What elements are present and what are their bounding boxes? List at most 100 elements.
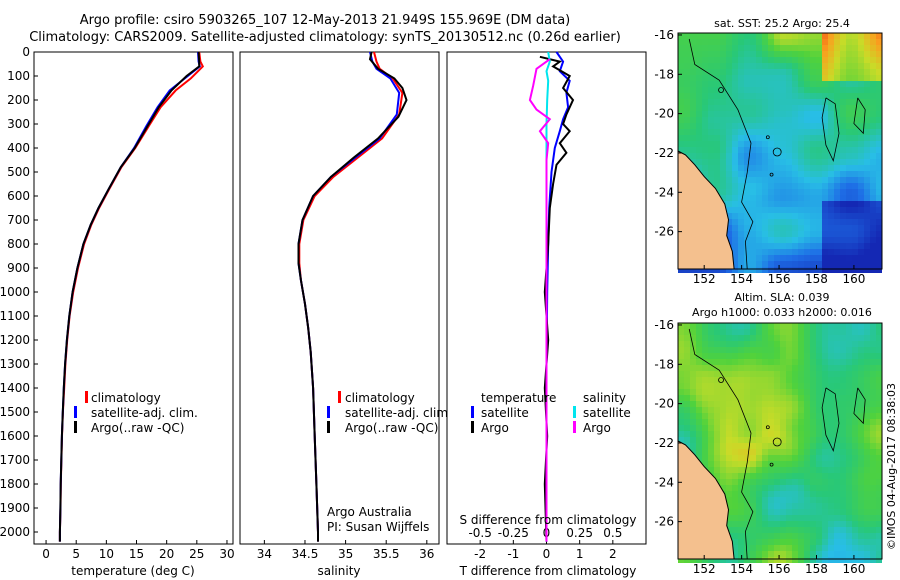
map-cell xyxy=(720,377,726,383)
map-cell xyxy=(846,521,852,527)
map-cell xyxy=(738,341,744,347)
map-cell xyxy=(726,527,732,533)
map-cell xyxy=(804,485,810,491)
map-cell xyxy=(744,347,750,353)
map-cell xyxy=(780,353,786,359)
map-cell xyxy=(744,353,750,359)
salinity-xlabel: salinity xyxy=(317,564,360,578)
map-cell xyxy=(678,99,684,105)
s-diff-tick-label: -0.25 xyxy=(498,526,529,540)
map-cell xyxy=(750,255,756,261)
map-cell xyxy=(696,135,702,141)
map-cell xyxy=(798,479,804,485)
map-cell xyxy=(744,443,750,449)
map-cell xyxy=(798,39,804,45)
map-cell xyxy=(702,141,708,147)
map-cell xyxy=(840,485,846,491)
map-cell xyxy=(816,545,822,551)
map-cell xyxy=(816,255,822,261)
map-cell xyxy=(816,377,822,383)
map-cell xyxy=(834,45,840,51)
map-cell xyxy=(726,237,732,243)
map-cell xyxy=(738,419,744,425)
map-cell xyxy=(840,365,846,371)
map-cell xyxy=(870,183,876,189)
map-cell xyxy=(780,509,786,515)
map-cell xyxy=(696,449,702,455)
map-cell xyxy=(786,461,792,467)
map-cell xyxy=(840,201,846,207)
map-cell xyxy=(726,207,732,213)
map-cell xyxy=(774,455,780,461)
map-cell xyxy=(792,515,798,521)
map-cell xyxy=(708,455,714,461)
map-cell xyxy=(738,183,744,189)
depth-tick-label: 1600 xyxy=(0,429,30,443)
map-cell xyxy=(684,69,690,75)
map-cell xyxy=(732,395,738,401)
map-cell xyxy=(870,51,876,57)
map-cell xyxy=(840,45,846,51)
map-cell xyxy=(840,195,846,201)
x-tick-label: 30 xyxy=(219,547,234,561)
map-cell xyxy=(720,33,726,39)
map-cell xyxy=(762,87,768,93)
map-cell xyxy=(816,383,822,389)
map-cell xyxy=(858,141,864,147)
map-cell xyxy=(804,533,810,539)
map-cell xyxy=(876,341,882,347)
map-cell xyxy=(774,213,780,219)
map-cell xyxy=(840,479,846,485)
difference-xlabel-top: S difference from climatology xyxy=(460,513,637,527)
map-cell xyxy=(870,485,876,491)
map-cell xyxy=(726,443,732,449)
map-cell xyxy=(816,243,822,249)
map-cell xyxy=(774,329,780,335)
map-cell xyxy=(738,497,744,503)
map-lon-label: 152 xyxy=(693,272,716,286)
map-cell xyxy=(780,39,786,45)
map-cell xyxy=(774,147,780,153)
map-cell xyxy=(828,93,834,99)
legend-label-satellite-adj: satellite-adj. clim. xyxy=(345,406,452,420)
map-cell xyxy=(744,449,750,455)
map-cell xyxy=(828,243,834,249)
map-lat-label: -24 xyxy=(654,185,674,199)
map-cell xyxy=(828,249,834,255)
map-cell xyxy=(846,491,852,497)
map-cell xyxy=(720,87,726,93)
map-cell xyxy=(708,353,714,359)
map-cell xyxy=(864,485,870,491)
map-cell xyxy=(798,371,804,377)
map-cell xyxy=(864,365,870,371)
map-cell xyxy=(798,485,804,491)
map-cell xyxy=(780,329,786,335)
map-cell xyxy=(720,335,726,341)
map-cell xyxy=(702,93,708,99)
map-cell xyxy=(864,551,870,557)
map-cell xyxy=(720,407,726,413)
map-cell xyxy=(798,189,804,195)
map-cell xyxy=(744,497,750,503)
map-cell xyxy=(810,243,816,249)
map-cell xyxy=(798,165,804,171)
map-cell xyxy=(696,159,702,165)
map-cell xyxy=(876,389,882,395)
x-tick-label: 0 xyxy=(42,547,50,561)
map-cell xyxy=(744,189,750,195)
map-cell xyxy=(738,359,744,365)
map-cell xyxy=(744,195,750,201)
map-cell xyxy=(840,87,846,93)
map-cell xyxy=(756,323,762,329)
map-cell xyxy=(828,201,834,207)
map-cell xyxy=(774,491,780,497)
map-cell xyxy=(768,213,774,219)
map-cell xyxy=(822,359,828,365)
map-cell xyxy=(714,413,720,419)
legend-swatch-argo xyxy=(74,421,77,433)
map-cell xyxy=(864,177,870,183)
map-cell xyxy=(732,129,738,135)
series-line xyxy=(545,51,571,542)
map-cell xyxy=(720,431,726,437)
map-cell xyxy=(726,75,732,81)
